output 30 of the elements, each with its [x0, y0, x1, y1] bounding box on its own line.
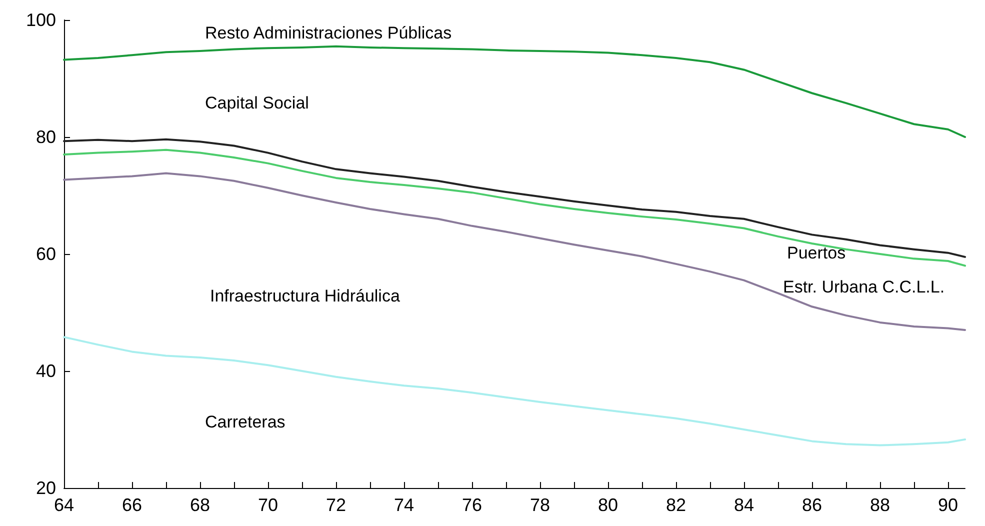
x-tick-label: 80: [598, 495, 618, 515]
annotation: Carreteras: [205, 412, 286, 432]
x-tick-label: 90: [938, 495, 958, 515]
y-tick-label: 40: [36, 361, 56, 381]
line-series: [63, 138, 966, 258]
x-tick-label: 64: [54, 495, 74, 515]
line-series: [63, 45, 966, 138]
x-tick-label: 88: [870, 495, 890, 515]
y-tick-label: 60: [36, 244, 56, 264]
line-series: [63, 172, 966, 332]
annotation: Estr. Urbana C.C.L.L.: [783, 278, 945, 296]
annotation: Infraestructura Hidráulica: [210, 286, 400, 306]
x-tick-label: 74: [394, 495, 414, 515]
x-tick-label: 82: [666, 495, 686, 515]
y-tick-label: 100: [26, 10, 56, 30]
annotation: Resto Administraciones Públicas: [205, 24, 452, 42]
line-series: [63, 148, 966, 267]
x-tick-label: 72: [326, 495, 346, 515]
x-tick-label: 86: [802, 495, 822, 515]
y-tick-label: 80: [36, 127, 56, 147]
line-series: [63, 336, 966, 446]
x-tick-label: 76: [462, 495, 482, 515]
x-tick-label: 66: [122, 495, 142, 515]
x-tick-label: 70: [258, 495, 278, 515]
x-tick-label: 84: [734, 495, 754, 515]
annotation: Puertos: [787, 244, 846, 262]
x-tick-label: 78: [530, 495, 550, 515]
x-tick-label: 68: [190, 495, 210, 515]
annotation: Capital Social: [205, 94, 309, 112]
y-tick-label: 20: [36, 478, 56, 498]
